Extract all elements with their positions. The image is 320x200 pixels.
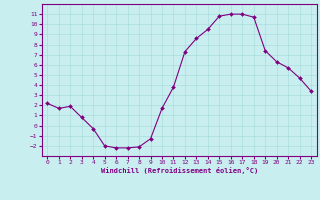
X-axis label: Windchill (Refroidissement éolien,°C): Windchill (Refroidissement éolien,°C)	[100, 167, 258, 174]
